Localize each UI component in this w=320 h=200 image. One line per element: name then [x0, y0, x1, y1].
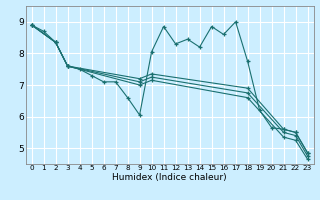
- X-axis label: Humidex (Indice chaleur): Humidex (Indice chaleur): [112, 173, 227, 182]
